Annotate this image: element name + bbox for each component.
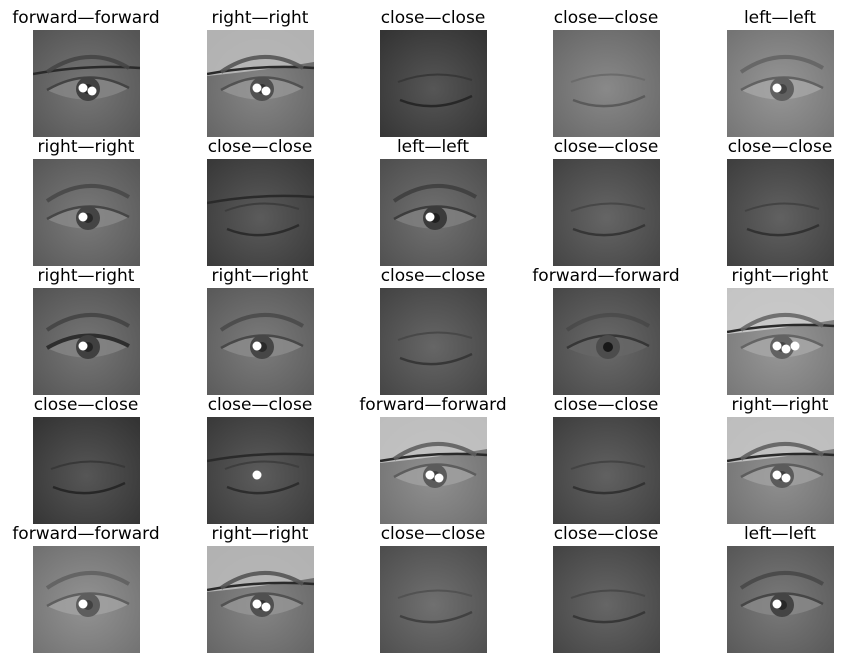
image-panel: close—close xyxy=(520,523,692,653)
panel-title: right—right xyxy=(37,266,135,286)
panel-title: close—close xyxy=(553,8,659,28)
panel-title: close—close xyxy=(553,524,659,544)
eye-image xyxy=(33,288,140,395)
image-panel: left—left xyxy=(694,7,844,137)
image-panel: forward—forward xyxy=(0,523,172,653)
eye-image xyxy=(553,30,660,137)
panel-title: left—left xyxy=(743,524,817,544)
eye-image xyxy=(33,159,140,266)
image-panel: left—left xyxy=(694,523,844,653)
eye-image xyxy=(33,417,140,524)
image-panel: forward—forward xyxy=(520,265,692,395)
panel-title: close—close xyxy=(33,395,139,415)
panel-title: forward—forward xyxy=(12,524,160,544)
eye-image xyxy=(380,546,487,653)
panel-title: right—right xyxy=(731,266,829,286)
panel-title: forward—forward xyxy=(532,266,680,286)
image-panel: right—right xyxy=(174,7,346,137)
panel-title: forward—forward xyxy=(359,395,507,415)
image-panel: close—close xyxy=(174,394,346,524)
panel-title: right—right xyxy=(37,137,135,157)
panel-title: close—close xyxy=(380,266,486,286)
image-panel: right—right xyxy=(174,265,346,395)
eye-image xyxy=(207,288,314,395)
image-panel: close—close xyxy=(520,136,692,266)
image-panel: forward—forward xyxy=(347,394,519,524)
panel-title: left—left xyxy=(743,8,817,28)
eye-image xyxy=(553,159,660,266)
eye-image xyxy=(380,30,487,137)
panel-title: close—close xyxy=(553,395,659,415)
eye-image xyxy=(207,417,314,524)
eye-image xyxy=(380,288,487,395)
eye-image xyxy=(553,546,660,653)
eye-image xyxy=(553,417,660,524)
eye-image xyxy=(207,546,314,653)
eye-image xyxy=(727,159,834,266)
image-panel: right—right xyxy=(694,265,844,395)
image-panel: close—close xyxy=(520,7,692,137)
image-panel: right—right xyxy=(174,523,346,653)
panel-title: right—right xyxy=(211,8,309,28)
eye-image xyxy=(553,288,660,395)
eye-image xyxy=(380,159,487,266)
panel-title: left—left xyxy=(396,137,470,157)
panel-title: close—close xyxy=(553,137,659,157)
image-panel: close—close xyxy=(347,7,519,137)
image-panel: close—close xyxy=(347,523,519,653)
eye-image xyxy=(727,417,834,524)
panel-title: close—close xyxy=(380,524,486,544)
image-panel: close—close xyxy=(520,394,692,524)
image-panel: forward—forward xyxy=(0,7,172,137)
image-panel: close—close xyxy=(694,136,844,266)
panel-title: right—right xyxy=(211,524,309,544)
image-panel: right—right xyxy=(0,136,172,266)
eye-image xyxy=(33,546,140,653)
panel-title: close—close xyxy=(727,137,833,157)
eye-image xyxy=(33,30,140,137)
panel-title: close—close xyxy=(207,137,313,157)
eye-image xyxy=(727,30,834,137)
image-panel: close—close xyxy=(347,265,519,395)
image-panel: left—left xyxy=(347,136,519,266)
image-panel: close—close xyxy=(0,394,172,524)
eye-image xyxy=(727,546,834,653)
panel-title: close—close xyxy=(380,8,486,28)
eye-image xyxy=(207,159,314,266)
panel-title: close—close xyxy=(207,395,313,415)
panel-title: right—right xyxy=(731,395,829,415)
panel-title: right—right xyxy=(211,266,309,286)
eye-image xyxy=(207,30,314,137)
image-panel: right—right xyxy=(0,265,172,395)
panel-title: forward—forward xyxy=(12,8,160,28)
image-panel: close—close xyxy=(174,136,346,266)
eye-image xyxy=(380,417,487,524)
eye-image xyxy=(727,288,834,395)
image-panel: right—right xyxy=(694,394,844,524)
